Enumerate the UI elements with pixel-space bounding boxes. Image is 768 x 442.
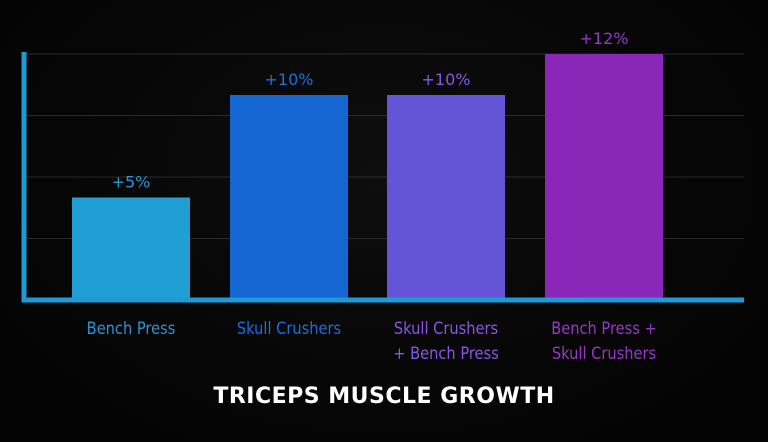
bar-2 <box>230 95 348 300</box>
category-label-3: Skull Crushers + Bench Press <box>393 318 499 363</box>
category-label-line: Bench Press + <box>551 318 657 338</box>
category-labels: Bench Press Skull Crushers Skull Crushers +… <box>87 318 657 363</box>
bar-1 <box>72 197 190 300</box>
category-label-line: + Bench Press <box>393 343 499 363</box>
category-label-1: Bench Press <box>87 318 176 338</box>
value-label-4: +12% <box>580 29 629 48</box>
category-label-line: Skull Crushers <box>237 318 341 338</box>
bar-3 <box>387 95 505 300</box>
bars <box>72 54 663 300</box>
category-label-line: Skull Crushers <box>394 318 498 338</box>
value-label-1: +5% <box>112 173 151 192</box>
chart-title: TRICEPS MUSCLE GROWTH <box>213 384 555 409</box>
category-label-line: Bench Press <box>87 318 176 338</box>
axes <box>21 52 744 303</box>
category-label-line: Skull Crushers <box>552 343 656 363</box>
category-label-4: Bench Press + Skull Crushers <box>551 318 657 363</box>
value-labels: +5% +10% +10% +12% <box>112 29 629 192</box>
category-label-2: Skull Crushers <box>237 318 341 338</box>
value-label-2: +10% <box>265 70 314 89</box>
value-label-3: +10% <box>422 70 471 89</box>
bar-4 <box>545 54 663 300</box>
